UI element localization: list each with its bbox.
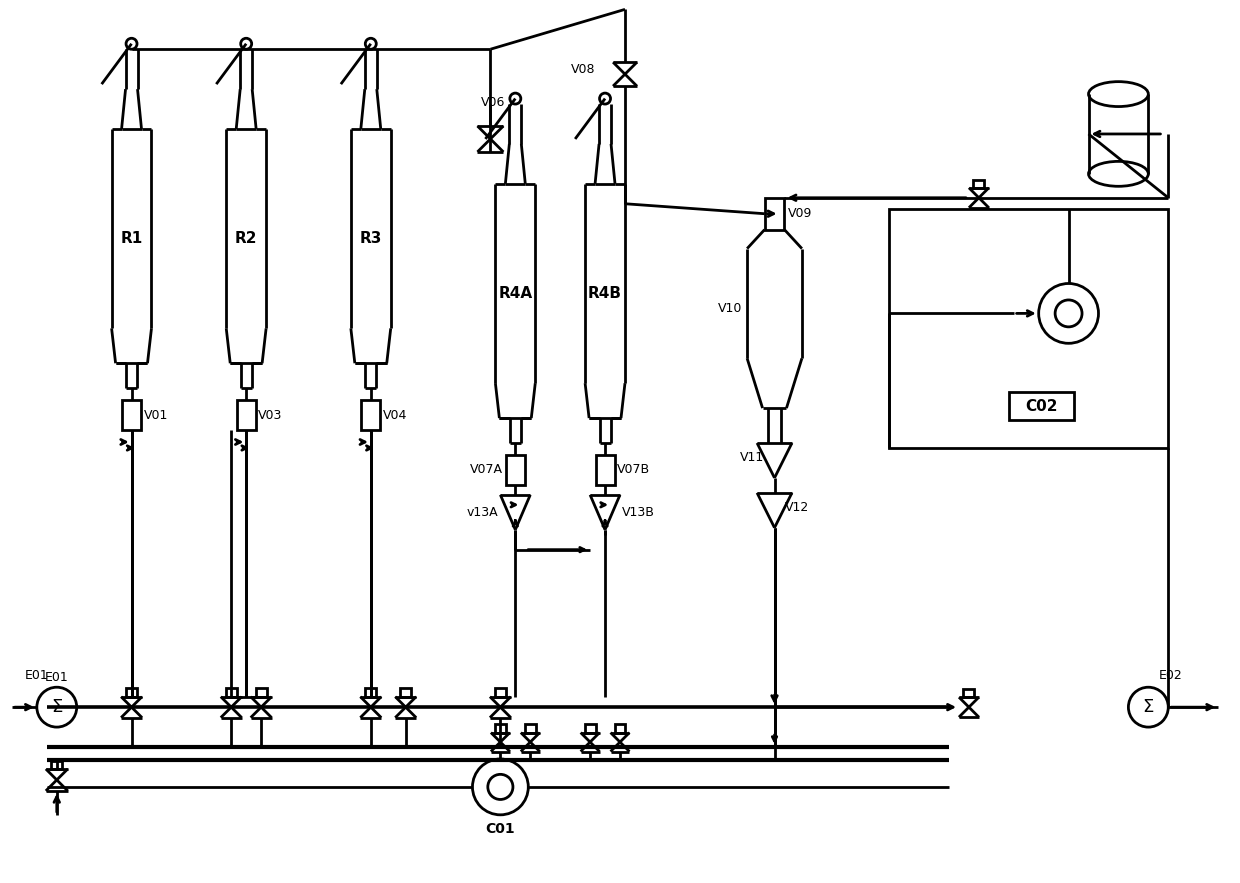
Bar: [255, 689, 267, 697]
Text: V07B: V07B: [618, 464, 650, 477]
Text: R4A: R4A: [498, 286, 532, 301]
Bar: [584, 724, 595, 733]
Text: R2: R2: [234, 231, 258, 246]
Bar: [495, 689, 506, 697]
Bar: [361, 400, 381, 430]
Bar: [366, 689, 376, 697]
Bar: [595, 455, 615, 485]
Bar: [126, 689, 138, 697]
Text: V08: V08: [570, 63, 595, 76]
Bar: [495, 724, 506, 733]
Text: V12: V12: [785, 502, 808, 514]
Bar: [615, 724, 625, 733]
Text: Σ: Σ: [1142, 698, 1154, 716]
Text: V09: V09: [787, 208, 812, 220]
Bar: [973, 179, 985, 188]
Text: V03: V03: [258, 409, 283, 421]
Text: R1: R1: [120, 231, 143, 246]
Text: R4B: R4B: [588, 286, 622, 301]
Text: E01: E01: [25, 669, 48, 683]
Bar: [237, 400, 255, 430]
Text: v13A: v13A: [466, 506, 498, 519]
Text: Σ: Σ: [51, 698, 62, 716]
Text: R3: R3: [360, 231, 382, 246]
Text: V10: V10: [718, 302, 742, 315]
Text: E02: E02: [1158, 669, 1182, 683]
Text: V06: V06: [481, 96, 506, 109]
Text: V07A: V07A: [470, 464, 503, 477]
Bar: [401, 689, 412, 697]
Text: V11: V11: [739, 451, 764, 464]
Bar: [963, 689, 975, 698]
Bar: [525, 724, 536, 733]
Text: V01: V01: [144, 409, 167, 421]
Bar: [51, 761, 62, 769]
Text: V13B: V13B: [622, 506, 655, 519]
Text: E01: E01: [45, 671, 68, 684]
Bar: [889, 208, 1168, 448]
Text: C01: C01: [486, 822, 515, 836]
Bar: [1009, 392, 1074, 420]
Bar: [506, 455, 525, 485]
Text: V04: V04: [383, 409, 407, 421]
Bar: [226, 689, 237, 697]
Bar: [122, 400, 141, 430]
Bar: [765, 198, 785, 230]
Text: C02: C02: [1025, 398, 1058, 413]
